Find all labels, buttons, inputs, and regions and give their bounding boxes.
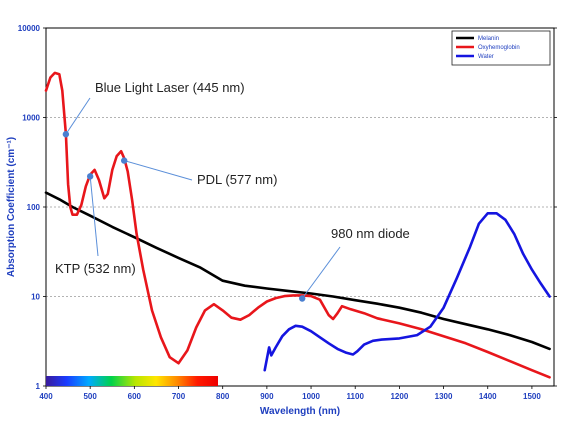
y-tick-label: 1000: [22, 114, 40, 123]
legend-label-melanin: Melanin: [478, 36, 499, 42]
x-tick-label: 1400: [479, 392, 497, 401]
x-tick-label: 900: [260, 392, 274, 401]
x-tick-label: 600: [128, 392, 142, 401]
annotation-arrow: [124, 160, 193, 181]
series-lines: [44, 71, 551, 379]
y-tick-label: 1: [36, 382, 41, 391]
annotation-marker: [299, 295, 306, 302]
x-tick-label: 500: [83, 392, 97, 401]
x-tick-label: 1300: [435, 392, 453, 401]
legend-label-oxyhemoglobin: Oxyhemoglobin: [478, 45, 520, 51]
series-line-melanin: [44, 191, 551, 351]
x-tick-label: 1500: [523, 392, 541, 401]
x-axis: 400 500 600 700 800 900 1000 1100 1200 1300 1400 15…: [39, 386, 541, 401]
x-tick-label: 1000: [302, 392, 320, 401]
annotation-arrow: [301, 246, 341, 299]
y-tick-label: 100: [27, 203, 41, 212]
annotation-marker: [120, 157, 128, 164]
annotation-marker: [62, 131, 70, 138]
y-axis-title: Absorption Coefficient (cm⁻¹): [6, 137, 17, 277]
annotation-label: KTP (532 nm): [55, 261, 136, 276]
annotations: Blue Light Laser (445 nm) KTP (532 nm) PDL…: [55, 80, 410, 302]
series-line-oxyhemoglobin: [44, 71, 551, 379]
legend: Melanin Oxyhemoglobin Water: [451, 30, 551, 66]
x-tick-label: 400: [39, 392, 53, 401]
x-tick-label: 800: [216, 392, 230, 401]
annotation-arrow: [65, 97, 91, 135]
x-tick-label: 1200: [390, 392, 408, 401]
annotation-label: PDL (577 nm): [197, 172, 277, 187]
series-line-water: [263, 212, 551, 372]
y-tick-label: 10: [31, 293, 40, 302]
x-tick-label: 1100: [347, 392, 365, 401]
annotation-arrow: [89, 176, 99, 257]
y-tick-label: 10000: [18, 24, 41, 33]
legend-label-water: Water: [478, 54, 494, 60]
x-tick-label: 700: [172, 392, 186, 401]
annotation-label: 980 nm diode: [331, 226, 410, 241]
y-axis: 1 10 100 1000 10000: [18, 24, 557, 391]
annotation-label: Blue Light Laser (445 nm): [95, 80, 245, 95]
visible-spectrum-bar: [46, 376, 218, 386]
annotation-marker: [86, 173, 94, 180]
x-axis-title: Wavelength (nm): [260, 406, 340, 417]
